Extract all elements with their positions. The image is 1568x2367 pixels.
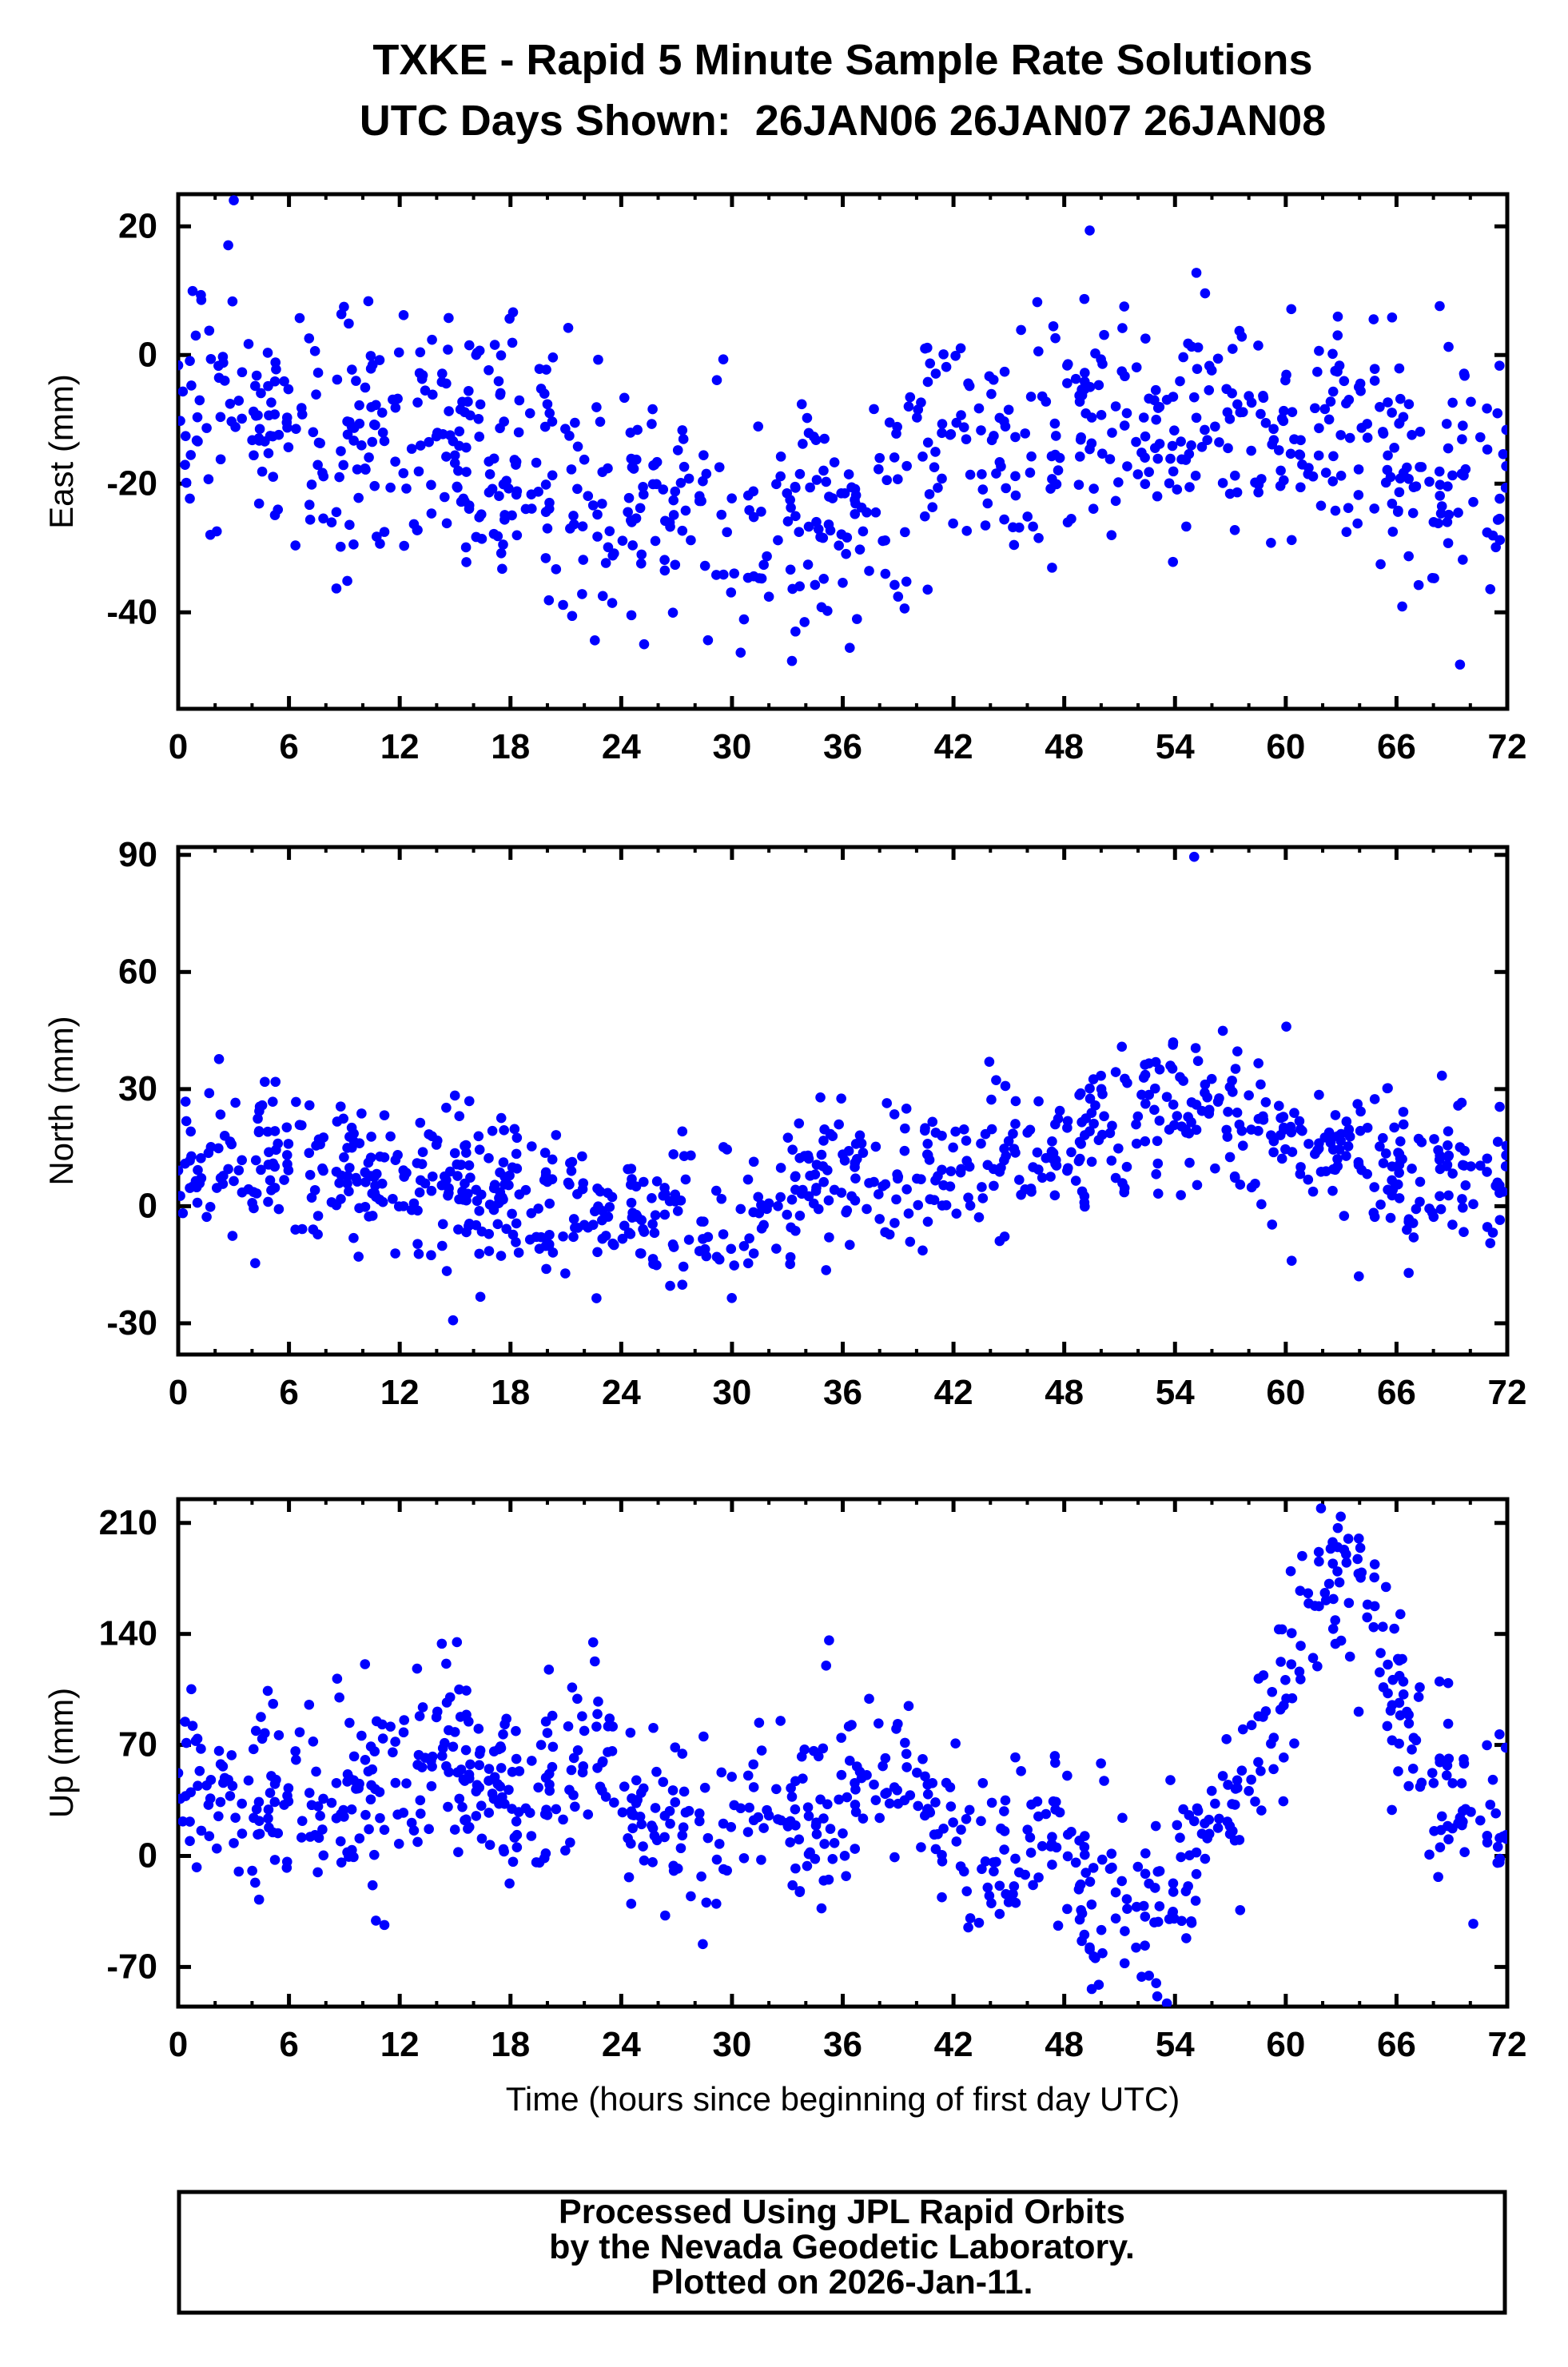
svg-text:Time (hours since beginning of: Time (hours since beginning of first day… [506,2080,1180,2118]
svg-text:140: 140 [99,1614,157,1653]
svg-text:-40: -40 [106,592,157,631]
svg-text:30: 30 [712,2025,751,2064]
svg-text:6: 6 [279,1373,298,1412]
svg-text:54: 54 [1156,1373,1195,1412]
svg-text:60: 60 [118,952,157,991]
svg-text:36: 36 [823,1373,862,1412]
svg-text:210: 210 [99,1503,157,1542]
svg-text:6: 6 [279,2025,298,2064]
svg-text:30: 30 [712,1373,751,1412]
svg-text:6: 6 [279,727,298,766]
svg-text:0: 0 [138,335,157,374]
svg-text:48: 48 [1045,727,1084,766]
svg-text:12: 12 [380,2025,420,2064]
svg-text:0: 0 [138,1186,157,1225]
svg-text:54: 54 [1156,2025,1195,2064]
svg-text:Up (mm): Up (mm) [42,1688,80,1818]
svg-text:66: 66 [1377,2025,1416,2064]
svg-text:0: 0 [138,1836,157,1875]
svg-text:60: 60 [1266,2025,1305,2064]
svg-text:0: 0 [169,727,188,766]
svg-text:72: 72 [1488,727,1527,766]
svg-text:20: 20 [118,206,157,245]
svg-text:-20: -20 [106,463,157,503]
svg-text:72: 72 [1488,1373,1527,1412]
svg-text:30: 30 [712,727,751,766]
svg-text:18: 18 [491,1373,530,1412]
svg-text:48: 48 [1045,2025,1084,2064]
svg-text:42: 42 [934,1373,973,1412]
svg-text:54: 54 [1156,727,1195,766]
svg-text:24: 24 [602,727,641,766]
svg-text:by the Nevada Geodetic Laborat: by the Nevada Geodetic Laboratory. [549,2228,1135,2266]
svg-text:-30: -30 [106,1303,157,1343]
svg-text:30: 30 [118,1069,157,1108]
svg-text:18: 18 [491,727,530,766]
svg-text:36: 36 [823,2025,862,2064]
svg-text:Plotted on 2026-Jan-11.: Plotted on 2026-Jan-11. [651,2263,1033,2301]
svg-text:36: 36 [823,727,862,766]
svg-text:60: 60 [1266,727,1305,766]
svg-text:24: 24 [602,1373,641,1412]
svg-text:48: 48 [1045,1373,1084,1412]
svg-text:70: 70 [118,1725,157,1764]
svg-text:12: 12 [380,727,420,766]
svg-text:66: 66 [1377,727,1416,766]
svg-text:42: 42 [934,2025,973,2064]
svg-text:72: 72 [1488,2025,1527,2064]
svg-text:0: 0 [169,2025,188,2064]
svg-text:18: 18 [491,2025,530,2064]
svg-text:-70: -70 [106,1947,157,1986]
svg-text:North (mm): North (mm) [42,1016,80,1185]
svg-text:90: 90 [118,835,157,874]
svg-text:Processed Using JPL Rapid Orbi: Processed Using JPL Rapid Orbits [559,2193,1125,2231]
svg-text:24: 24 [602,2025,641,2064]
svg-text:42: 42 [934,727,973,766]
svg-text:60: 60 [1266,1373,1305,1412]
svg-text:East (mm): East (mm) [42,374,80,529]
svg-text:66: 66 [1377,1373,1416,1412]
svg-text:0: 0 [169,1373,188,1412]
svg-text:12: 12 [380,1373,420,1412]
